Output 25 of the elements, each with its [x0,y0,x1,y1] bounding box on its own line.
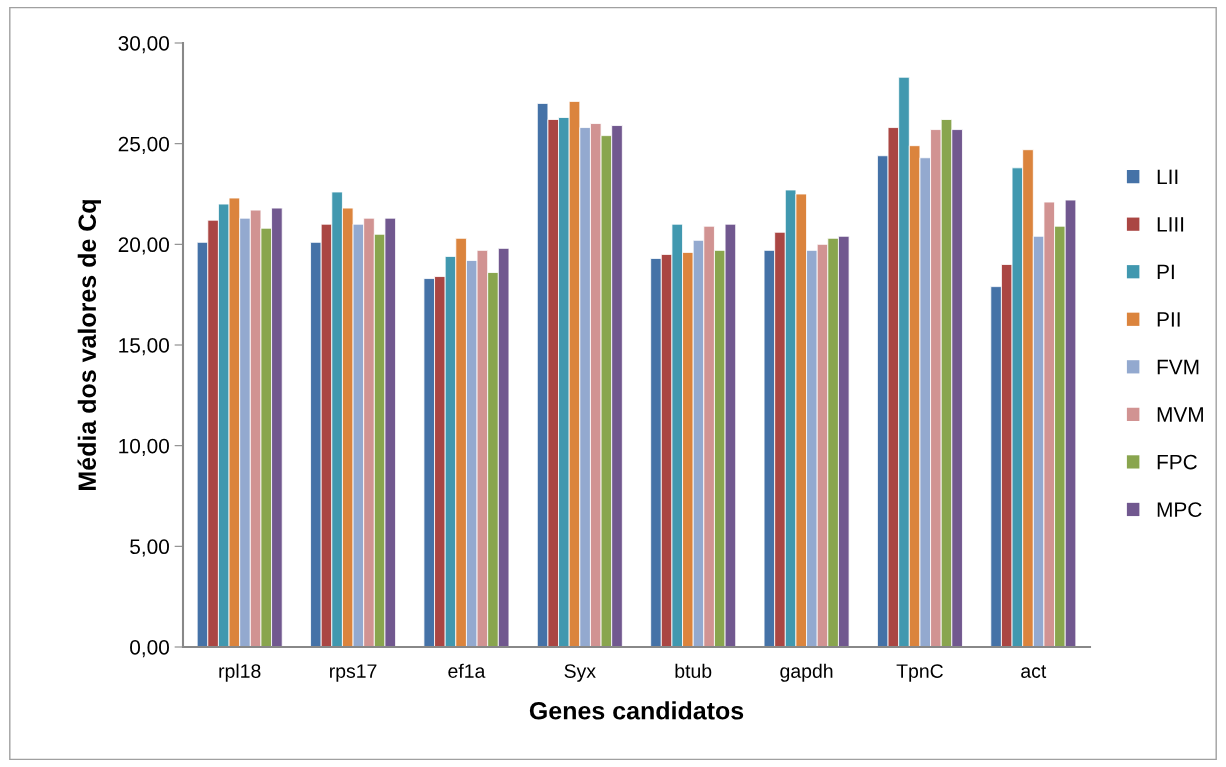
y-tick-label: 0,00 [130,640,169,658]
x-tick-label: Syx [564,664,596,682]
legend-label: MVM [1157,407,1203,422]
legend-label: LIII [1157,217,1184,232]
x-tick-label: btub [675,663,712,678]
y-axis-title: Média dos valores de Cq [77,200,102,490]
legend-label: PII [1157,312,1180,327]
legend-label: FPC [1157,454,1197,470]
legend-label: MPC [1157,502,1202,517]
x-tick-label: rps17 [330,664,377,682]
y-tick-label: 10,00 [119,438,169,456]
legend-label: FVM [1157,359,1199,375]
x-axis-title: Genes candidatos [529,701,744,720]
y-tick-label: 20,00 [118,237,169,255]
y-tick-label: 5,00 [130,539,169,557]
y-tick-label: 15,00 [119,338,169,356]
x-tick-label: act [1021,665,1047,678]
y-tick-label: 30,00 [118,36,169,54]
legend-label: LII [1157,169,1178,184]
x-tick-label: TpnC [896,664,943,682]
x-tick-label: rpl18 [219,663,261,682]
x-tick-label: ef1a [448,663,486,678]
x-tick-label: gapdh [780,663,833,682]
legend-label: PI [1157,264,1174,280]
y-tick-label: 25,00 [118,136,169,154]
